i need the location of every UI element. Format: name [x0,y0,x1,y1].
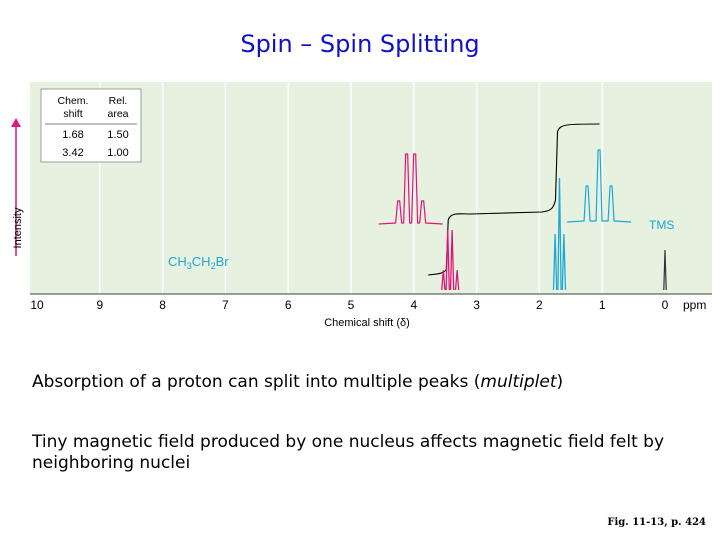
paragraph-multiplet: Absorption of a proton can split into mu… [32,372,702,393]
table-cell-shift-2: 3.42 [62,147,83,159]
peak-tms [663,249,667,291]
x-tick-label: 7 [222,298,229,312]
peak-ch2-1 [441,270,446,291]
shift-area-table: Chem. shift Rel. area 1.68 1.50 3.42 1.0… [40,88,142,163]
x-unit-label: ppm [683,298,706,312]
molecule-part-br: Br [216,254,230,269]
x-tick-label: 3 [473,298,480,312]
table-header-shift-1: Chem. [58,95,89,107]
paragraph-multiplet-text-a: Absorption of a proton can split into mu… [32,372,481,392]
x-axis-label: Chemical shift (δ) [324,317,410,329]
x-tick-label: 4 [410,298,417,312]
peak-ch2-3 [449,229,455,291]
molecule-part-ch-2: CH [192,254,211,269]
table-header-shift-2: shift [63,108,82,120]
intensity-axis: Intensity [11,118,24,256]
paragraph-multiplet-term: multiplet [480,372,557,392]
molecule-subscript-2: 2 [211,261,216,271]
plot-background [30,82,712,294]
peak-ch2-4 [454,270,460,291]
intensity-arrow-head [11,118,21,127]
table-box [40,88,142,163]
peaks [441,177,667,291]
slide-title: Spin – Spin Splitting [240,30,480,58]
expansions [378,149,632,225]
peak-ch3-3 [561,233,567,291]
x-tick-label: 5 [348,298,355,312]
x-tick-label: 9 [96,298,103,312]
x-tick-label: 10 [30,298,44,312]
table-cell-area-2: 1.00 [107,147,128,159]
molecule-subscript-3: 3 [187,261,192,271]
x-tick-label: 6 [285,298,292,312]
x-tick-label: 2 [536,298,543,312]
table-cell-area-1: 1.50 [107,129,128,141]
paragraph-multiplet-text-b: ) [556,372,564,392]
x-tick-label: 1 [599,298,606,312]
peak-ch3-1 [552,233,558,291]
paragraph-magnetic-field: Tiny magnetic field produced by one nucl… [32,432,665,473]
x-tick-labels: 10 9 8 7 6 5 4 3 2 1 0 [30,298,668,312]
figure-reference: Fig. 11-13, p. 424 [607,517,706,528]
tms-label: TMS [649,218,674,232]
expansion-ch2 [378,153,443,225]
table-cell-shift-1: 1.68 [62,129,83,141]
peak-ch3-2 [557,177,562,291]
peak-ch2-2 [445,229,450,291]
x-tick-label: 8 [159,298,166,312]
table-header-area-2: area [107,108,128,120]
molecule-label: CH3CH2Br [168,254,229,271]
table-header-area-1: Rel. [109,95,128,107]
expansion-ch3 [567,149,632,223]
y-axis-label: Intensity [12,207,24,248]
molecule-part-ch-1: CH [168,254,187,269]
nmr-spectrum-chart: 10 9 8 7 6 5 4 3 2 1 0 ppm Chemical shift (δ) Inte… [11,82,712,329]
x-tick-label: 0 [662,298,669,312]
